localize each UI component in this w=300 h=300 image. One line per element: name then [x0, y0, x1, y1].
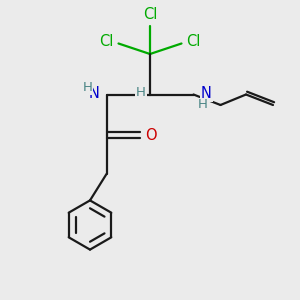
Text: N: N: [201, 86, 212, 101]
Text: O: O: [145, 128, 157, 142]
Text: Cl: Cl: [99, 34, 114, 49]
Text: H: H: [83, 81, 93, 94]
Text: H: H: [198, 98, 208, 112]
Text: Cl: Cl: [143, 7, 157, 22]
Text: Cl: Cl: [186, 34, 201, 49]
Text: H: H: [136, 85, 146, 99]
Text: N: N: [88, 86, 99, 101]
